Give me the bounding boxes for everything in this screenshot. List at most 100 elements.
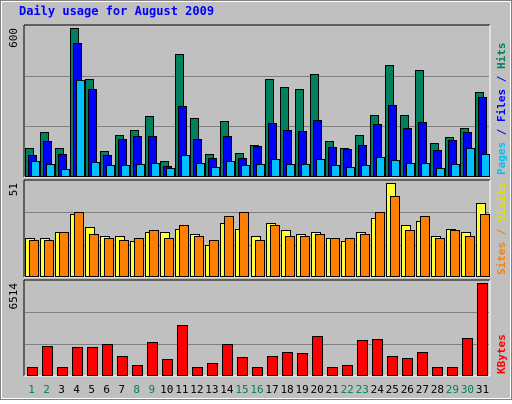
bar-pages-day-26	[406, 163, 415, 177]
x-tick-label-27: 27	[416, 383, 429, 396]
bar-sites-day-23	[360, 234, 370, 277]
bar-sites-day-1	[29, 240, 39, 277]
x-tick-label-20: 20	[311, 383, 324, 396]
bar-pages-day-28	[436, 168, 445, 177]
legend-label-slash: /	[495, 69, 508, 89]
panel-kbytes-axis-max-label: 6514	[7, 283, 20, 310]
bar-kbytes-day-7	[117, 356, 128, 376]
x-tick-label-26: 26	[401, 383, 414, 396]
x-tick-label-2: 2	[43, 383, 50, 396]
bar-sites-day-28	[435, 238, 445, 277]
bar-kbytes-day-6	[102, 344, 113, 376]
x-tick-label-19: 19	[295, 383, 308, 396]
bar-sites-day-3	[59, 232, 69, 277]
bar-pages-day-12	[196, 163, 205, 177]
legend-label-slash: /	[495, 222, 508, 242]
bar-sites-day-13	[209, 240, 219, 277]
x-tick-label-5: 5	[88, 383, 95, 396]
bar-pages-day-13	[211, 167, 220, 177]
bar-pages-day-29	[451, 164, 460, 177]
bar-sites-day-20	[315, 234, 325, 277]
x-tick-label-16: 16	[250, 383, 263, 396]
bar-pages-day-10	[166, 168, 175, 177]
panel-visits-sites-axis-max-label: 51	[7, 183, 20, 196]
bar-kbytes-day-22	[342, 365, 353, 376]
legend-label-kbytes: KBytes	[495, 334, 508, 374]
bar-sites-day-2	[44, 240, 54, 277]
bar-kbytes-day-2	[42, 346, 53, 376]
bar-kbytes-day-17	[267, 356, 278, 376]
bar-kbytes-day-28	[432, 367, 443, 376]
bar-pages-day-17	[271, 159, 280, 177]
bar-pages-day-22	[346, 167, 355, 177]
bar-kbytes-day-23	[357, 340, 368, 376]
bar-pages-day-6	[106, 165, 115, 177]
bar-sites-day-12	[194, 236, 204, 277]
bar-kbytes-day-11	[177, 325, 188, 376]
x-tick-label-23: 23	[356, 383, 369, 396]
bar-pages-day-11	[181, 155, 190, 177]
bar-pages-day-21	[331, 165, 340, 177]
bar-pages-day-3	[61, 169, 70, 177]
bar-kbytes-day-4	[72, 347, 83, 376]
bar-kbytes-day-5	[87, 347, 98, 376]
x-tick-label-18: 18	[280, 383, 293, 396]
bar-pages-day-8	[136, 164, 145, 177]
bar-pages-day-2	[46, 164, 55, 177]
bar-pages-day-24	[376, 157, 385, 177]
x-tick-label-30: 30	[461, 383, 474, 396]
bar-sites-day-27	[420, 216, 430, 277]
panel-pages-files-hits-legend: Pages / Files / Hits	[495, 43, 508, 176]
bar-pages-day-15	[241, 165, 250, 177]
x-tick-label-3: 3	[58, 383, 65, 396]
x-tick-label-24: 24	[371, 383, 385, 396]
x-tick-label-14: 14	[220, 383, 234, 396]
bar-sites-day-24	[375, 212, 385, 277]
bar-sites-day-8	[134, 238, 144, 277]
bar-pages-day-1	[31, 161, 40, 177]
bar-kbytes-day-20	[312, 336, 323, 376]
x-tick-label-22: 22	[341, 383, 354, 396]
x-tick-label-4: 4	[73, 383, 80, 396]
bar-sites-day-4	[74, 212, 84, 277]
bar-kbytes-day-1	[27, 367, 38, 376]
legend-label-sites: Sites	[495, 242, 508, 275]
x-tick-label-6: 6	[103, 383, 110, 396]
bar-sites-day-17	[270, 225, 280, 277]
bar-sites-day-15	[239, 212, 249, 277]
bar-kbytes-day-10	[162, 359, 173, 376]
bar-sites-day-22	[345, 238, 355, 277]
bar-pages-day-23	[361, 165, 370, 177]
x-tick-label-1: 1	[28, 383, 35, 396]
legend-label-visits: Visits	[495, 182, 508, 222]
legend-label-pages: Pages	[495, 142, 508, 175]
x-tick-label-7: 7	[118, 383, 125, 396]
bar-sites-day-9	[149, 230, 159, 277]
bar-pages-day-31	[481, 154, 490, 177]
x-tick-label-28: 28	[431, 383, 444, 396]
bar-kbytes-day-9	[147, 342, 158, 376]
bar-kbytes-day-26	[402, 358, 413, 376]
bar-kbytes-day-13	[207, 363, 218, 376]
bar-pages-day-16	[256, 164, 265, 177]
x-tick-label-13: 13	[205, 383, 218, 396]
bar-pages-day-20	[316, 159, 325, 177]
bar-kbytes-day-27	[417, 352, 428, 376]
bar-sites-day-26	[405, 230, 415, 277]
bar-kbytes-day-3	[57, 367, 68, 376]
bar-kbytes-day-24	[372, 339, 383, 376]
bar-sites-day-16	[255, 240, 265, 277]
bar-pages-day-25	[391, 160, 400, 177]
legend-label-hits: Hits	[495, 43, 508, 70]
bar-pages-day-7	[121, 165, 130, 177]
bar-pages-day-27	[421, 163, 430, 177]
bar-kbytes-day-30	[462, 338, 473, 376]
bar-kbytes-day-8	[132, 365, 143, 376]
x-tick-label-10: 10	[160, 383, 173, 396]
bar-kbytes-day-15	[237, 357, 248, 376]
bar-sites-day-21	[330, 238, 340, 277]
x-tick-label-25: 25	[386, 383, 399, 396]
x-tick-label-9: 9	[148, 383, 155, 396]
